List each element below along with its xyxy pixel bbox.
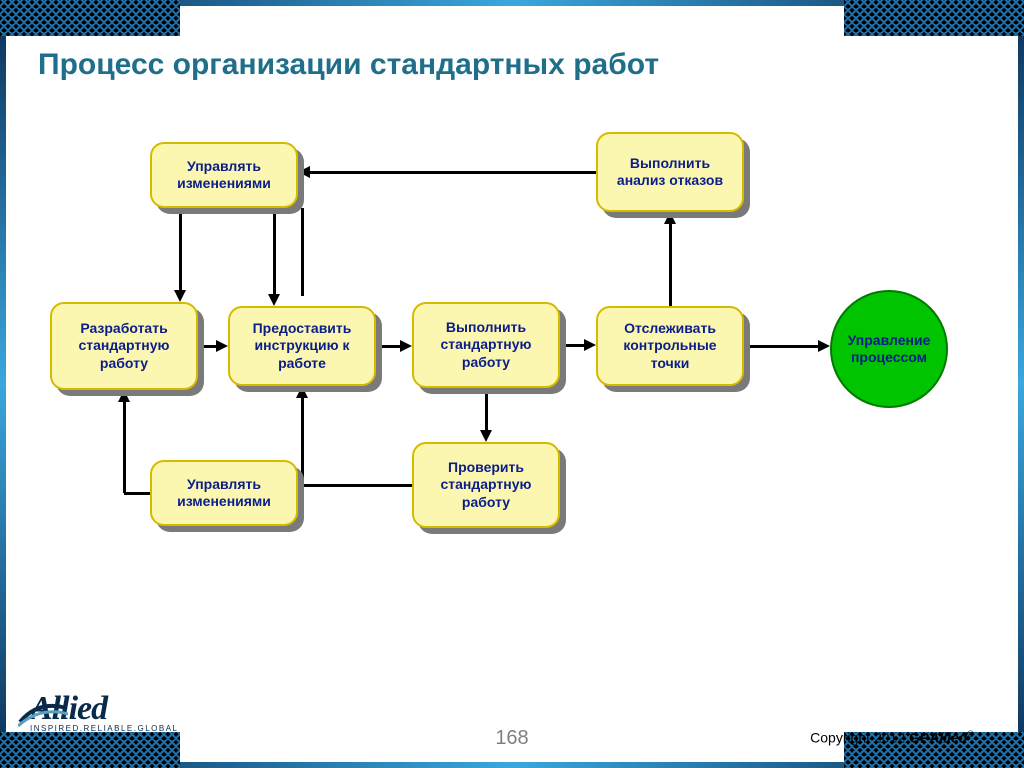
flow-node-n3: Разработать стандартную работу bbox=[50, 302, 198, 390]
page-title: Процесс организации стандартных работ bbox=[38, 48, 659, 82]
frame-top bbox=[0, 0, 1024, 6]
frame-corner-tl bbox=[0, 0, 180, 36]
flow-node-n4: Предоставить инструкцию к работе bbox=[228, 306, 376, 386]
flow-node-n6: Отслеживать контрольные точки bbox=[596, 306, 744, 386]
frame-right bbox=[1018, 0, 1024, 768]
registered-mark: ® bbox=[967, 729, 974, 739]
flow-node-n7: Управлять изменениями bbox=[150, 460, 298, 526]
logo-swoosh-icon bbox=[18, 698, 68, 728]
copyright: Copyright 2012 GPAllied® bbox=[810, 729, 974, 746]
copyright-brand-gp: GP bbox=[909, 730, 929, 746]
flow-node-n2: Выполнить анализ отказов bbox=[596, 132, 744, 212]
flow-node-n1: Управлять изменениями bbox=[150, 142, 298, 208]
flowchart: Управлять изменениями Выполнить анализ от… bbox=[30, 120, 990, 640]
frame-left bbox=[0, 0, 6, 768]
flow-node-n8: Проверить стандартную работу bbox=[412, 442, 560, 528]
brand-logo: Allied INSPIRED.RELIABLE.GLOBAL bbox=[30, 690, 220, 750]
flow-node-n5: Выполнить стандартную работу bbox=[412, 302, 560, 388]
flow-node-circle: Управление процессом bbox=[830, 290, 948, 408]
copyright-prefix: Copyright 2012 bbox=[810, 730, 909, 746]
frame-bottom bbox=[0, 762, 1024, 768]
frame-corner-tr bbox=[844, 0, 1024, 36]
copyright-brand-allied: Allied bbox=[929, 730, 967, 746]
page-number: 168 bbox=[495, 727, 528, 750]
